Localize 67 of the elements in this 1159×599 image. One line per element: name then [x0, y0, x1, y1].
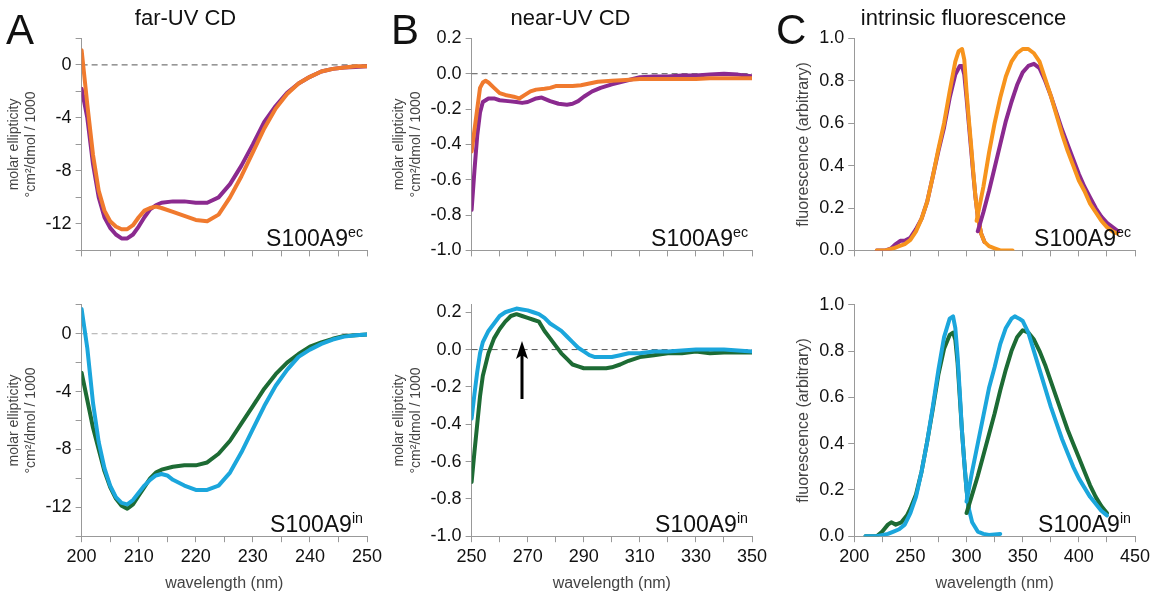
x-tick-label: 220: [180, 545, 211, 566]
y-tick-label: -0.6: [430, 450, 462, 471]
x-tick-label: 200: [66, 545, 97, 566]
y-tick-label: 0.2: [436, 301, 462, 322]
y-tick-label: 1.0: [819, 293, 845, 314]
y-tick-label: -0.8: [430, 487, 462, 508]
y-tick-label: -0.2: [430, 375, 462, 396]
x-tick-label: 310: [624, 545, 655, 566]
text: B: [391, 6, 420, 53]
y-tick-label: 0.6: [819, 386, 845, 407]
x-axis-title: wavelength (nm): [934, 573, 1054, 591]
x-tick-label: 290: [568, 545, 599, 566]
x-tick-label: 200: [839, 545, 870, 566]
y-tick-label: 0.2: [436, 27, 462, 48]
y-axis-title: fluorescence (arbitrary): [794, 62, 812, 227]
y-tick-label: 0.2: [819, 478, 845, 499]
y-tick-label: 0.6: [819, 112, 845, 133]
y-tick-label: -0.2: [430, 98, 462, 119]
x-tick-label: 350: [1007, 545, 1038, 566]
x-axis-title: wavelength (nm): [164, 573, 284, 591]
y-tick-label: -1.0: [430, 239, 462, 260]
text: C: [776, 6, 807, 53]
y-tick-label: -8: [55, 159, 72, 180]
y-tick-label: -4: [55, 380, 72, 401]
text: A: [6, 6, 35, 53]
y-tick-label: 0.4: [819, 154, 845, 175]
y-axis-title: molar ellipticity °cm²/dmol / 1000: [390, 91, 424, 198]
y-tick-label: -0.4: [430, 413, 462, 434]
y-tick-label: -4: [55, 106, 72, 127]
y-tick-label: 0: [61, 322, 72, 343]
x-tick-label: 300: [951, 545, 982, 566]
x-tick-label: 330: [680, 545, 711, 566]
y-axis-title: molar ellipticity °cm²/dmol / 1000: [5, 91, 39, 198]
y-tick-label: -8: [55, 438, 72, 459]
y-tick-label: 0.0: [436, 338, 462, 359]
x-tick-label: 350: [736, 545, 768, 566]
y-tick-label: 1.0: [819, 27, 845, 48]
x-tick-label: 250: [351, 545, 383, 566]
y-axis-title: molar ellipticity °cm²/dmol / 1000: [5, 367, 39, 474]
y-tick-label: 0.4: [819, 432, 845, 453]
y-tick-label: -0.8: [430, 204, 462, 225]
y-tick-label: 0.2: [819, 196, 845, 217]
x-axis-title: wavelength (nm): [551, 573, 671, 591]
x-tick-label: 240: [294, 545, 325, 566]
y-tick-label: -0.6: [430, 168, 462, 189]
x-tick-label: 250: [895, 545, 926, 566]
y-tick-label: 0: [61, 53, 72, 74]
y-tick-label: -1.0: [430, 525, 462, 546]
y-tick-label: -12: [45, 212, 72, 233]
x-tick-label: 230: [237, 545, 268, 566]
x-tick-label: 400: [1063, 545, 1094, 566]
y-tick-label: 0.8: [819, 340, 845, 361]
y-tick-label: 0.0: [436, 62, 462, 83]
y-tick-label: 0.8: [819, 69, 845, 90]
y-tick-label: -12: [45, 496, 72, 517]
x-tick-label: 250: [456, 545, 487, 566]
chart-title: near-UV CD: [510, 5, 631, 31]
chart-title: far-UV CD: [134, 5, 237, 31]
x-tick-label: 270: [512, 545, 543, 566]
x-tick-label: 210: [123, 545, 154, 566]
x-tick-label: 450: [1119, 545, 1151, 566]
chart-title: intrinsic fluorescence: [860, 5, 1067, 31]
y-axis-title: molar ellipticity °cm²/dmol / 1000: [390, 367, 424, 474]
y-tick-label: 0.0: [819, 239, 845, 260]
y-tick-label: -0.4: [430, 133, 462, 154]
y-axis-title: fluorescence (arbitrary): [794, 338, 812, 503]
y-tick-label: 0.0: [819, 525, 845, 546]
